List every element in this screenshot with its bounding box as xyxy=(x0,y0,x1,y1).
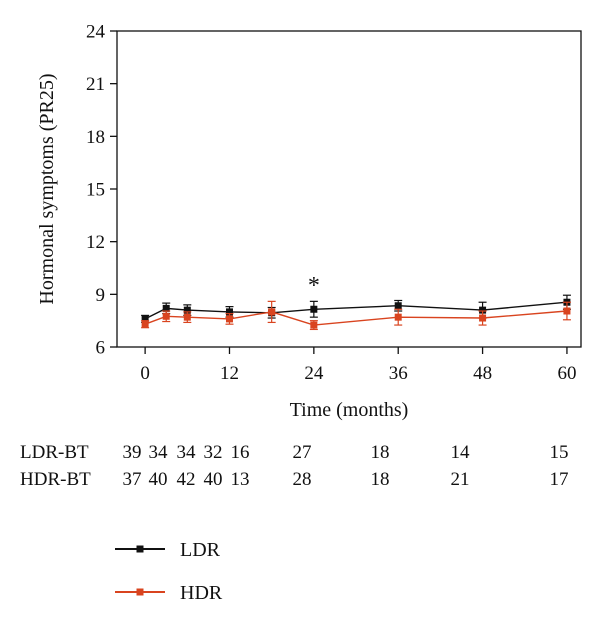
data-point xyxy=(225,315,233,323)
table-cell: 27 xyxy=(293,442,312,463)
table-cell: 21 xyxy=(451,469,470,490)
data-point xyxy=(141,320,149,328)
annotations: * xyxy=(308,273,320,299)
x-axis-label: Time (months) xyxy=(290,399,409,421)
table-cell: 34 xyxy=(177,442,197,463)
table-cell: 42 xyxy=(177,469,196,490)
legend-swatch-marker xyxy=(136,545,144,553)
data-point xyxy=(394,302,402,310)
table-cell: 18 xyxy=(371,442,390,463)
table-cell: 37 xyxy=(123,469,142,490)
table-cell: 34 xyxy=(149,442,169,463)
y-axis-label: Hormonal symptoms (PR25) xyxy=(36,73,58,304)
data-point xyxy=(310,305,318,313)
at-risk-table: LDR-BT 39 34 34 32 16 27 18 14 15 HDR-BT 37 40 42 40 13… xyxy=(20,442,569,490)
x-tick-label: 0 xyxy=(140,363,150,384)
x-tick-label: 24 xyxy=(304,363,324,384)
x-tick-label: 48 xyxy=(473,363,492,384)
x-tick-label: 12 xyxy=(220,363,239,384)
legend: LDR HDR xyxy=(115,539,223,604)
y-tick-label: 6 xyxy=(96,338,106,359)
legend-label: HDR xyxy=(180,582,223,604)
table-cell: 15 xyxy=(550,442,569,463)
table-cell: 32 xyxy=(204,442,223,463)
y-axis: 6 9 12 15 18 21 24 xyxy=(86,22,117,359)
legend-swatch-marker xyxy=(136,588,144,596)
data-point xyxy=(183,306,191,314)
table-cell: 40 xyxy=(204,469,223,490)
data-point xyxy=(268,308,276,316)
data-point xyxy=(183,313,191,321)
data-point xyxy=(479,306,487,314)
significance-marker: * xyxy=(308,273,320,299)
table-cell: 28 xyxy=(293,469,312,490)
legend-item-ldr: LDR xyxy=(115,539,221,561)
legend-label: LDR xyxy=(180,539,221,561)
table-cell: 13 xyxy=(231,469,250,490)
series-hdr xyxy=(141,300,571,331)
y-tick-label: 24 xyxy=(86,22,106,43)
y-tick-label: 18 xyxy=(86,127,105,148)
table-cell: 39 xyxy=(123,442,142,463)
data-point xyxy=(162,312,170,320)
table-cell: 17 xyxy=(550,469,569,490)
legend-item-hdr: HDR xyxy=(115,582,223,604)
x-tick-label: 60 xyxy=(557,363,576,384)
table-cell: 14 xyxy=(451,442,471,463)
table-row-label: HDR-BT xyxy=(20,469,91,490)
table-cell: 40 xyxy=(149,469,168,490)
plot-frame xyxy=(116,30,582,348)
table-cell: 18 xyxy=(371,469,390,490)
data-point xyxy=(162,304,170,312)
x-axis: 0 12 24 36 48 60 xyxy=(140,347,576,384)
x-tick-label: 36 xyxy=(389,363,408,384)
table-row-label: LDR-BT xyxy=(20,442,89,463)
series-line xyxy=(144,310,567,326)
series-group xyxy=(141,294,571,331)
y-tick-label: 15 xyxy=(86,180,105,201)
y-tick-label: 12 xyxy=(86,232,105,253)
y-tick-label: 9 xyxy=(96,285,106,306)
data-point xyxy=(141,315,149,323)
data-point xyxy=(563,307,571,315)
y-tick-label: 21 xyxy=(86,74,105,95)
data-point xyxy=(225,308,233,316)
table-cell: 16 xyxy=(231,442,250,463)
data-point xyxy=(479,314,487,322)
data-point xyxy=(394,313,402,321)
data-point xyxy=(310,321,318,329)
